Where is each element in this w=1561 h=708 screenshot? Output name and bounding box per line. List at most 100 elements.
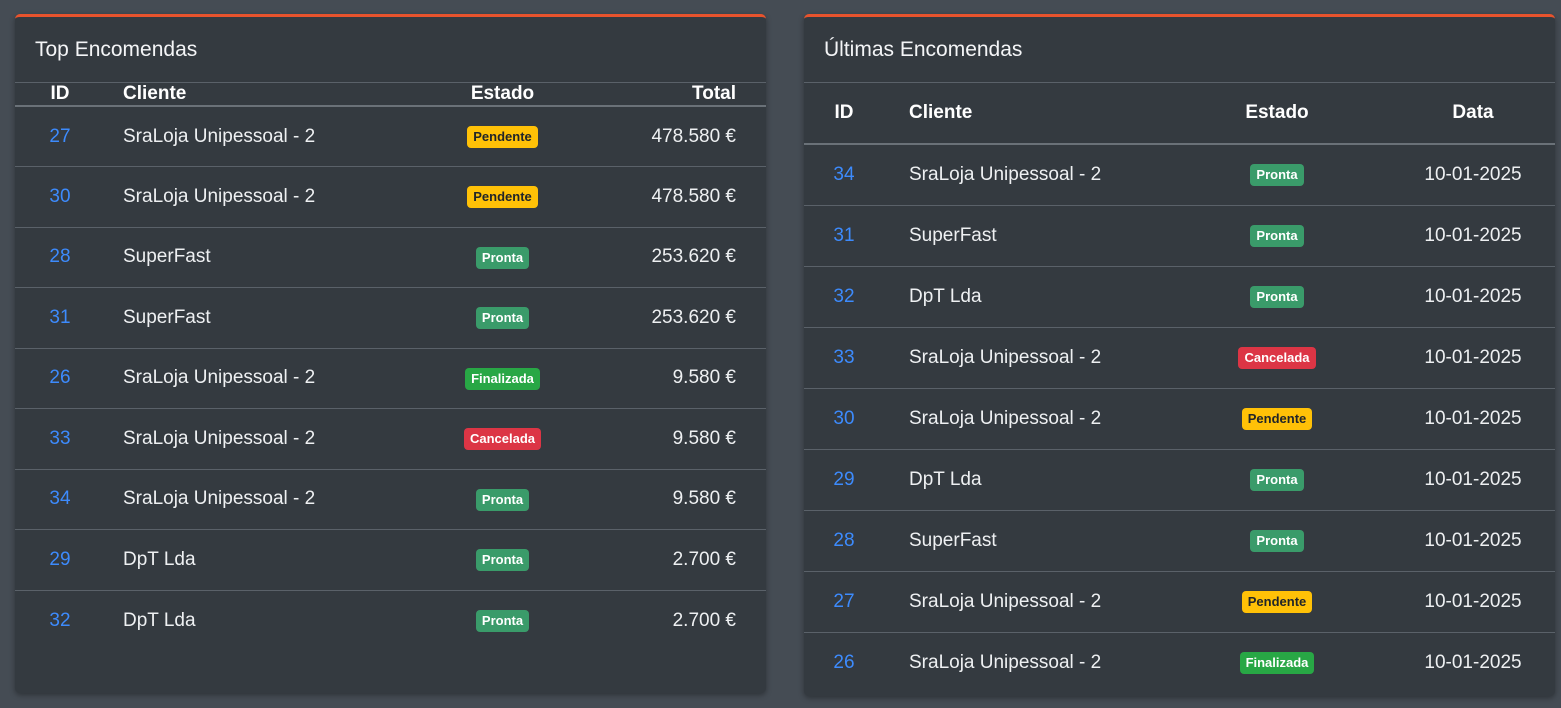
- order-id-link[interactable]: 31: [833, 224, 855, 246]
- order-total: 478.580 €: [580, 166, 766, 228]
- latest-orders-card: Últimas Encomendas ID Cliente Estado Dat…: [804, 14, 1555, 696]
- order-total: 2.700 €: [580, 529, 766, 591]
- order-id-cell: 34: [15, 469, 105, 530]
- order-date: 10-01-2025: [1335, 388, 1555, 450]
- order-id-link[interactable]: 33: [49, 427, 71, 449]
- top-orders-table: ID Cliente Estado Total 27 SraLoja Unipes…: [15, 83, 766, 651]
- client-name: SraLoja Unipessoal - 2: [884, 388, 1219, 450]
- status-cell: Pronta: [1219, 144, 1335, 206]
- status-cell: Pendente: [425, 106, 580, 167]
- table-row: 34 SraLoja Unipessoal - 2 Pronta 9.580 €: [15, 469, 766, 530]
- status-badge: Finalizada: [465, 367, 540, 390]
- table-row: 32 DpT Lda Pronta 10-01-2025: [804, 266, 1555, 328]
- order-date: 10-01-2025: [1335, 327, 1555, 389]
- order-id-cell: 26: [15, 348, 105, 409]
- order-id-link[interactable]: 31: [49, 306, 71, 328]
- column-header-id: ID: [804, 83, 884, 145]
- order-id-cell: 29: [15, 529, 105, 591]
- table-row: 27 SraLoja Unipessoal - 2 Pendente 10-01-20…: [804, 571, 1555, 633]
- order-id-cell: 31: [15, 287, 105, 349]
- table-header-row: ID Cliente Estado Total: [15, 83, 766, 107]
- order-id-link[interactable]: 30: [49, 185, 71, 207]
- status-cell: Pronta: [1219, 510, 1335, 572]
- table-row: 29 DpT Lda Pronta 10-01-2025: [804, 449, 1555, 511]
- status-cell: Pronta: [425, 227, 580, 288]
- client-name: DpT Lda: [884, 266, 1219, 328]
- order-id-link[interactable]: 28: [833, 529, 855, 551]
- table-row: 26 SraLoja Unipessoal - 2 Finalizada 10-01-…: [804, 632, 1555, 693]
- order-total: 478.580 €: [580, 106, 766, 167]
- client-name: SraLoja Unipessoal - 2: [884, 571, 1219, 633]
- client-name: DpT Lda: [123, 609, 196, 631]
- status-badge: Finalizada: [1239, 652, 1315, 675]
- order-total: 253.620 €: [580, 227, 766, 288]
- order-date: 10-01-2025: [1335, 571, 1555, 633]
- order-id-link[interactable]: 32: [833, 285, 855, 307]
- status-badge: Pronta: [475, 246, 530, 269]
- status-badge: Pronta: [1250, 286, 1304, 308]
- order-date: 10-01-2025: [1335, 144, 1555, 206]
- order-id-link[interactable]: 32: [49, 609, 71, 631]
- top-orders-title: Top Encomendas: [15, 17, 766, 83]
- order-id-cell: 30: [15, 166, 105, 228]
- order-date: 10-01-2025: [1335, 510, 1555, 572]
- order-id-link[interactable]: 30: [833, 407, 855, 429]
- status-badge: Pronta: [475, 488, 530, 511]
- order-id-cell: 29: [804, 449, 884, 511]
- status-cell: Pronta: [1219, 266, 1335, 328]
- order-id-link[interactable]: 34: [833, 163, 855, 185]
- column-header-cliente: Cliente: [105, 83, 425, 107]
- status-cell: Pronta: [425, 590, 580, 651]
- order-id-link[interactable]: 27: [833, 590, 855, 612]
- order-id-link[interactable]: 26: [833, 651, 855, 673]
- order-id-cell: 32: [804, 266, 884, 328]
- status-cell: Pronta: [425, 469, 580, 530]
- order-id-link[interactable]: 26: [49, 367, 71, 389]
- top-orders-card: Top Encomendas ID Cliente Estado Total 2…: [15, 14, 766, 693]
- order-id-link[interactable]: 29: [49, 548, 71, 570]
- table-row: 34 SraLoja Unipessoal - 2 Pronta 10-01-2025: [804, 144, 1555, 206]
- client-name: SraLoja Unipessoal - 2: [105, 408, 425, 470]
- client-name: DpT Lda: [884, 449, 1219, 511]
- status-cell: Pendente: [1219, 388, 1335, 450]
- status-badge: Pronta: [1250, 469, 1304, 491]
- order-id-cell: 28: [15, 227, 105, 288]
- order-total: 9.580 €: [580, 469, 766, 530]
- status-badge: Pendente: [467, 186, 538, 209]
- order-id-cell: 27: [804, 571, 884, 633]
- client-name: SuperFast: [105, 287, 425, 349]
- order-id-cell: 34: [804, 144, 884, 206]
- order-id-link[interactable]: 29: [833, 468, 855, 490]
- order-date: 10-01-2025: [1424, 651, 1522, 673]
- client-name: SraLoja Unipessoal - 2: [884, 327, 1219, 389]
- table-row: 28 SuperFast Pronta 10-01-2025: [804, 510, 1555, 572]
- client-name: DpT Lda: [105, 529, 425, 591]
- order-id-link[interactable]: 34: [49, 488, 71, 510]
- status-badge: Pendente: [1241, 408, 1313, 430]
- table-row: 33 SraLoja Unipessoal - 2 Cancelada 9.580 €: [15, 408, 766, 470]
- status-badge: Pronta: [1250, 225, 1304, 247]
- order-id-link[interactable]: 28: [49, 246, 71, 268]
- status-cell: Pronta: [1219, 205, 1335, 267]
- order-total: 9.580 €: [580, 408, 766, 470]
- status-badge: Pronta: [475, 307, 530, 330]
- order-id-cell: 27: [15, 106, 105, 167]
- client-name: SuperFast: [884, 205, 1219, 267]
- status-cell: Cancelada: [1219, 327, 1335, 389]
- order-date: 10-01-2025: [1335, 266, 1555, 328]
- order-date: 10-01-2025: [1335, 205, 1555, 267]
- client-name: SraLoja Unipessoal - 2: [909, 651, 1102, 673]
- status-cell: Pendente: [425, 166, 580, 228]
- order-id-link[interactable]: 33: [833, 346, 855, 368]
- status-badge: Pronta: [1250, 530, 1304, 552]
- client-name: SuperFast: [105, 227, 425, 288]
- table-row: 28 SuperFast Pronta 253.620 €: [15, 227, 766, 288]
- order-total: 253.620 €: [580, 287, 766, 349]
- order-total: 9.580 €: [580, 348, 766, 409]
- order-id-link[interactable]: 27: [49, 125, 71, 147]
- table-row: 31 SuperFast Pronta 10-01-2025: [804, 205, 1555, 267]
- status-badge: Cancelada: [1238, 347, 1316, 369]
- table-header-row: ID Cliente Estado Data: [804, 83, 1555, 145]
- order-id-cell: 33: [15, 408, 105, 470]
- status-cell: Pronta: [425, 529, 580, 591]
